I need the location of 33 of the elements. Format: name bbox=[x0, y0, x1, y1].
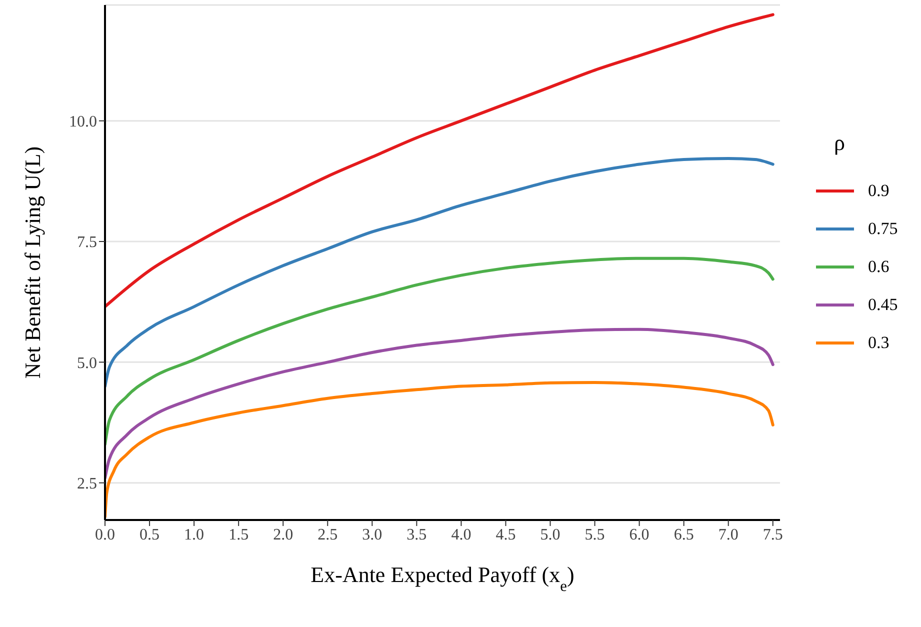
x-tick-label: 2.0 bbox=[273, 526, 294, 544]
x-tick-label: 1.0 bbox=[184, 526, 204, 544]
x-axis-title: Ex-Ante Expected Payoff (x$_{e}$) bbox=[310, 562, 574, 594]
legend-label: 0.45 bbox=[868, 295, 898, 315]
line-series bbox=[105, 380, 774, 518]
legend-title: ρ bbox=[834, 130, 846, 156]
x-tick-label: 7.5 bbox=[762, 526, 783, 544]
legend-label: 0.3 bbox=[868, 333, 890, 353]
x-tick-label: 5.5 bbox=[584, 526, 605, 544]
legend-label: 0.75 bbox=[868, 219, 898, 239]
x-tick-label: 0.0 bbox=[95, 526, 115, 544]
x-tick-label: 6.0 bbox=[629, 526, 650, 544]
line-series bbox=[105, 256, 774, 446]
x-tick-label: 4.0 bbox=[451, 526, 472, 544]
x-tick-label: 0.5 bbox=[140, 526, 160, 544]
y-tick-label: 5.0 bbox=[77, 354, 97, 372]
x-tick-label: 2.5 bbox=[318, 526, 338, 544]
legend-label: 0.9 bbox=[868, 181, 890, 201]
y-tick-label: 7.5 bbox=[77, 234, 97, 252]
y-axis-title: Net Benefit of Lying U(L) bbox=[20, 146, 45, 379]
x-tick-label: 6.5 bbox=[674, 526, 694, 544]
line-series bbox=[105, 156, 774, 388]
line-series bbox=[105, 328, 774, 480]
x-tick-label: 4.5 bbox=[496, 526, 516, 544]
x-tick-label: 3.0 bbox=[362, 526, 382, 544]
x-tick-label: 7.0 bbox=[718, 526, 738, 544]
x-tick-label: 1.5 bbox=[228, 526, 249, 544]
x-tick-label: 3.5 bbox=[406, 526, 427, 544]
x-tick-label: 5.0 bbox=[540, 526, 560, 544]
y-tick-label: 10.0 bbox=[69, 114, 97, 131]
y-tick-label: 2.5 bbox=[77, 476, 97, 493]
legend-label: 0.6 bbox=[868, 257, 890, 277]
line-series bbox=[105, 13, 774, 308]
